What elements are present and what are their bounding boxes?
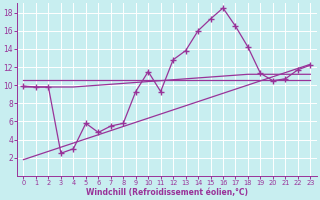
X-axis label: Windchill (Refroidissement éolien,°C): Windchill (Refroidissement éolien,°C) bbox=[86, 188, 248, 197]
